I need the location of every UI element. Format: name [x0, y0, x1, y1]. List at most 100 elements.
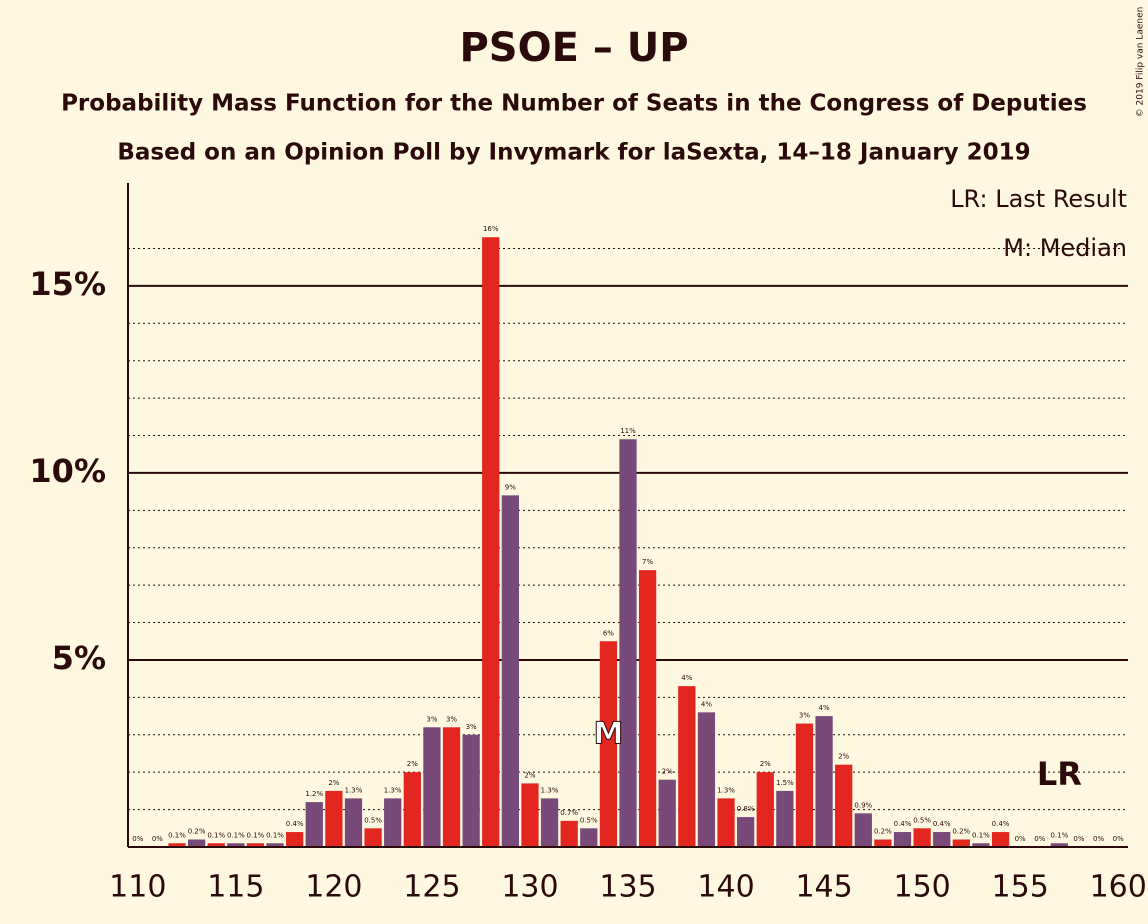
value-label: 2%: [524, 771, 535, 779]
value-label: 4%: [819, 704, 830, 712]
x-tick-label: 115: [207, 870, 264, 905]
bar: [384, 798, 402, 847]
value-label: 0.1%: [207, 831, 225, 839]
value-label: 0%: [1113, 835, 1124, 843]
x-tick-label: 130: [501, 870, 558, 905]
bar: [854, 813, 872, 847]
value-label: 3%: [466, 723, 477, 731]
bar: [1050, 843, 1068, 847]
bar: [717, 798, 735, 847]
value-label: 0.1%: [1050, 831, 1068, 839]
value-label: 2%: [407, 760, 418, 768]
value-label: 0.7%: [560, 809, 578, 817]
bar: [344, 798, 363, 847]
y-tick-label: 10%: [29, 452, 106, 490]
bar: [756, 772, 774, 847]
bar: [188, 839, 206, 847]
value-label: 0%: [152, 835, 163, 843]
value-label: 0.4%: [894, 820, 912, 828]
bar: [286, 832, 304, 847]
chart-title: PSOE – UP: [459, 25, 688, 71]
x-tick-label: 160: [1090, 870, 1147, 905]
value-label: 16%: [483, 225, 499, 233]
bar: [776, 790, 794, 847]
bar: [658, 779, 676, 847]
value-label: 0%: [1015, 835, 1026, 843]
value-label: 4%: [701, 700, 712, 708]
value-label: 9%: [505, 483, 516, 491]
value-label: 0.1%: [168, 831, 186, 839]
value-label: 0.5%: [913, 816, 931, 824]
value-label: 1.3%: [345, 786, 363, 794]
value-label: 1.5%: [776, 779, 794, 787]
value-label: 0.2%: [952, 828, 970, 836]
value-label: 2%: [328, 779, 339, 787]
value-label: 0.5%: [364, 816, 382, 824]
x-tick-label: 155: [992, 870, 1049, 905]
median-marker: M: [593, 716, 623, 751]
bar: [482, 237, 500, 847]
value-label: 0.2%: [874, 828, 892, 836]
value-label: 0%: [1073, 835, 1084, 843]
x-tick-label: 145: [795, 870, 852, 905]
value-label: 0.9%: [854, 801, 872, 809]
bar: [678, 686, 696, 847]
bar: [168, 843, 186, 847]
bar: [638, 570, 657, 847]
bar: [540, 798, 559, 847]
bar: [325, 790, 343, 847]
value-label: 0.1%: [247, 831, 265, 839]
bar: [599, 641, 618, 847]
bar: [207, 843, 225, 847]
value-label: 0%: [1093, 835, 1104, 843]
value-label: 0.1%: [227, 831, 245, 839]
bar: [501, 495, 519, 847]
value-label: 7%: [642, 558, 653, 566]
bar: [364, 828, 382, 847]
bar: [580, 828, 598, 847]
bar: [913, 828, 931, 847]
value-label: 0.4%: [286, 820, 304, 828]
bar: [933, 832, 951, 847]
bar: [697, 712, 716, 847]
x-tick-label: 150: [893, 870, 950, 905]
value-label: 2%: [662, 768, 673, 776]
value-label: 3%: [799, 712, 810, 720]
bar: [305, 802, 323, 847]
bar: [560, 820, 578, 847]
value-label: 0.5%: [580, 816, 598, 824]
x-tick-label: 125: [403, 870, 460, 905]
value-label: 0.4%: [933, 820, 951, 828]
bar: [227, 843, 245, 847]
bar: [991, 832, 1010, 847]
bar: [893, 832, 912, 847]
bar: [952, 839, 970, 847]
bar: [815, 716, 833, 847]
bar: [462, 734, 480, 847]
value-label: 1.3%: [384, 786, 402, 794]
bar: [423, 727, 441, 847]
bar: [795, 723, 814, 847]
value-label: 11%: [620, 427, 636, 435]
x-tick-label: 110: [109, 870, 166, 905]
value-label: 6%: [603, 629, 614, 637]
bar: [442, 727, 461, 847]
subtitle: Probability Mass Function for the Number…: [61, 91, 1087, 117]
bar: [737, 817, 755, 847]
value-label: 0.4%: [992, 820, 1010, 828]
value-label: 2%: [838, 753, 849, 761]
value-label: 1.3%: [717, 786, 735, 794]
value-label: 0%: [132, 835, 143, 843]
last-result-marker: LR: [1037, 755, 1082, 793]
value-label: 3%: [446, 715, 457, 723]
value-label: 0.2%: [188, 828, 206, 836]
bar: [972, 843, 990, 847]
bar: [246, 843, 265, 847]
bar: [874, 839, 892, 847]
y-tick-label: 5%: [52, 639, 106, 677]
bar: [835, 764, 853, 847]
value-label: 2%: [760, 760, 771, 768]
value-label: 0.1%: [972, 831, 990, 839]
value-label: 4%: [681, 674, 692, 682]
